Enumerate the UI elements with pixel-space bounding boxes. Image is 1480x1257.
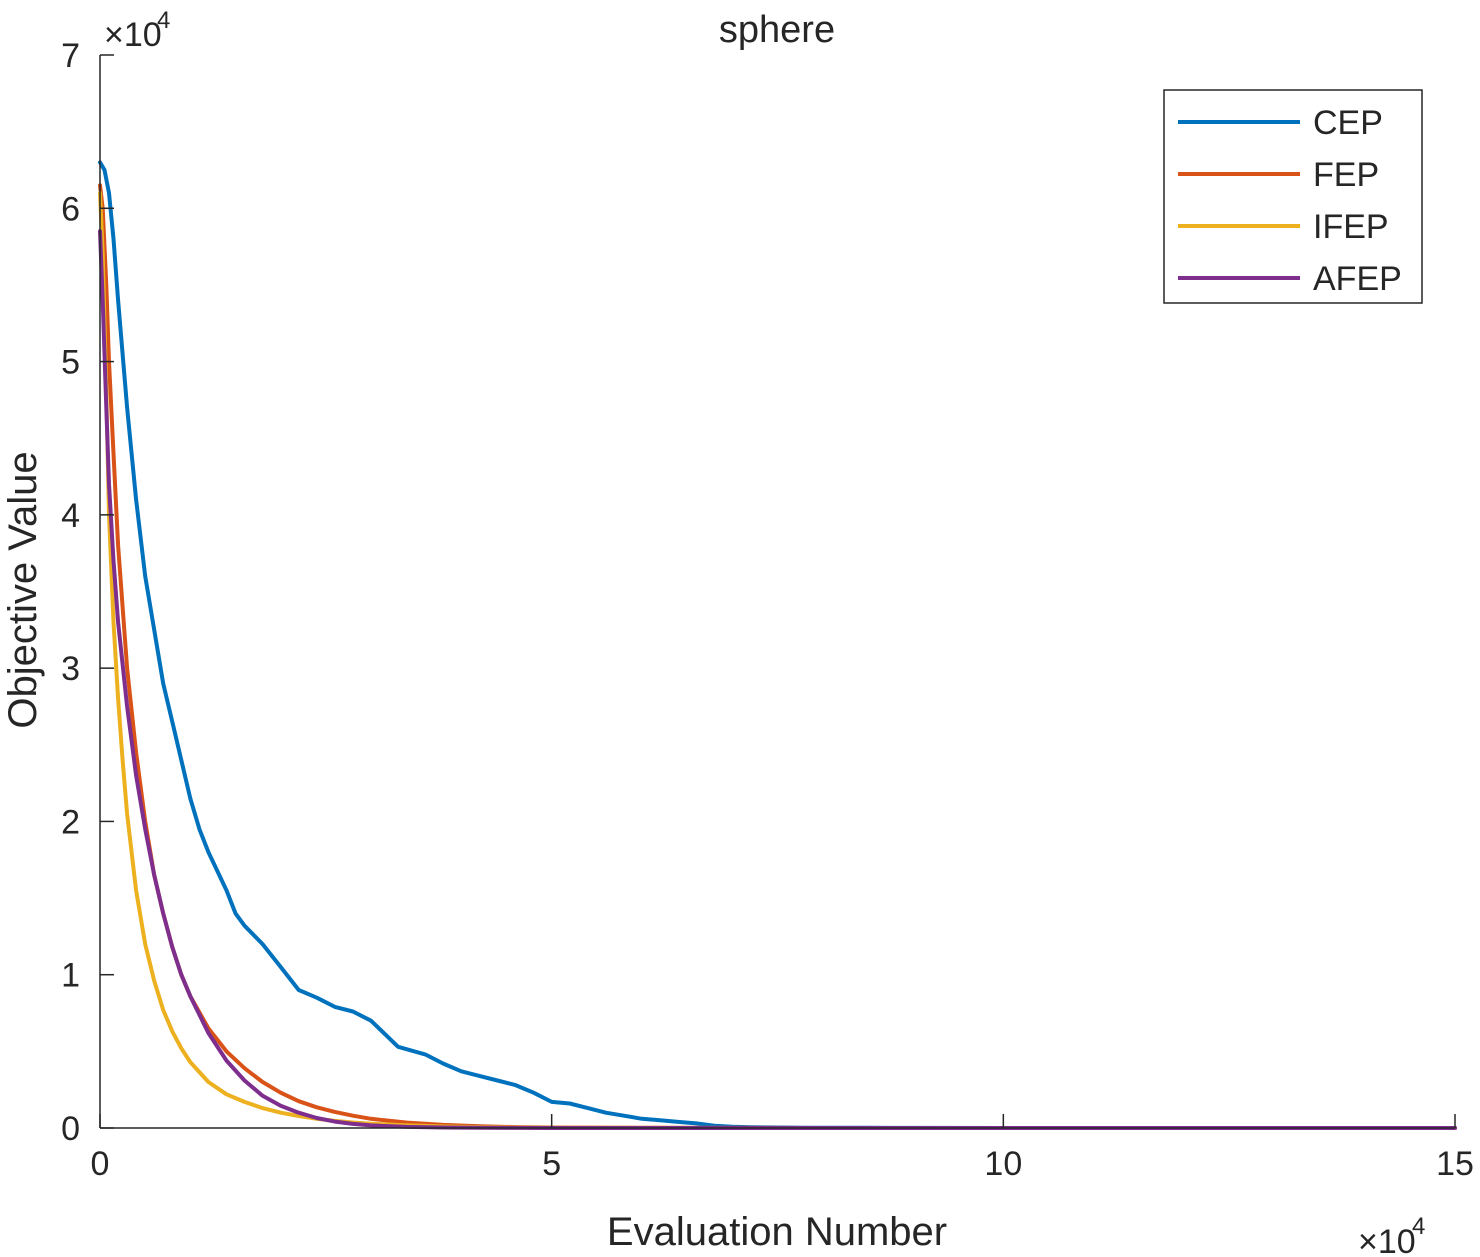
legend-label-afep: AFEP bbox=[1313, 260, 1402, 298]
legend-label-fep: FEP bbox=[1313, 156, 1379, 194]
legend-box bbox=[1163, 89, 1423, 304]
x-exponent-power: 4 bbox=[1412, 1213, 1425, 1240]
y-tick-label: 0 bbox=[61, 1110, 80, 1148]
y-tick-label: 2 bbox=[61, 803, 80, 841]
y-axis-label: Objective Value bbox=[1, 451, 45, 728]
y-tick-label: 3 bbox=[61, 650, 80, 688]
legend-label-ifep: IFEP bbox=[1313, 208, 1389, 246]
legend: CEP FEP IFEP AFEP bbox=[1163, 89, 1423, 304]
y-tick-label: 6 bbox=[61, 190, 80, 228]
plot-area: 0 5 10 15 0 1 2 3 4 5 6 7 bbox=[61, 37, 1474, 1183]
y-tick-label: 7 bbox=[61, 37, 80, 75]
y-exponent: ×10 4 bbox=[104, 7, 170, 54]
y-tick-label: 5 bbox=[61, 344, 80, 382]
x-exponent: ×10 4 bbox=[1358, 1213, 1425, 1257]
y-tick-label: 4 bbox=[61, 497, 80, 535]
y-tick-label: 1 bbox=[61, 957, 80, 995]
x-tick-label: 15 bbox=[1436, 1145, 1474, 1183]
x-ticks: 0 5 10 15 bbox=[91, 1114, 1474, 1183]
x-tick-label: 0 bbox=[91, 1145, 110, 1183]
x-tick-label: 10 bbox=[984, 1145, 1022, 1183]
chart-title: sphere bbox=[719, 9, 835, 51]
x-tick-label: 5 bbox=[542, 1145, 561, 1183]
x-exponent-base: ×10 bbox=[1358, 1223, 1416, 1257]
y-exponent-base: ×10 bbox=[104, 16, 162, 54]
legend-label-cep: CEP bbox=[1313, 104, 1383, 142]
x-axis-label: Evaluation Number bbox=[607, 1210, 947, 1254]
legend-items: CEP FEP IFEP AFEP bbox=[1178, 104, 1402, 298]
y-ticks: 0 1 2 3 4 5 6 7 bbox=[61, 37, 114, 1148]
y-exponent-power: 4 bbox=[157, 7, 170, 34]
